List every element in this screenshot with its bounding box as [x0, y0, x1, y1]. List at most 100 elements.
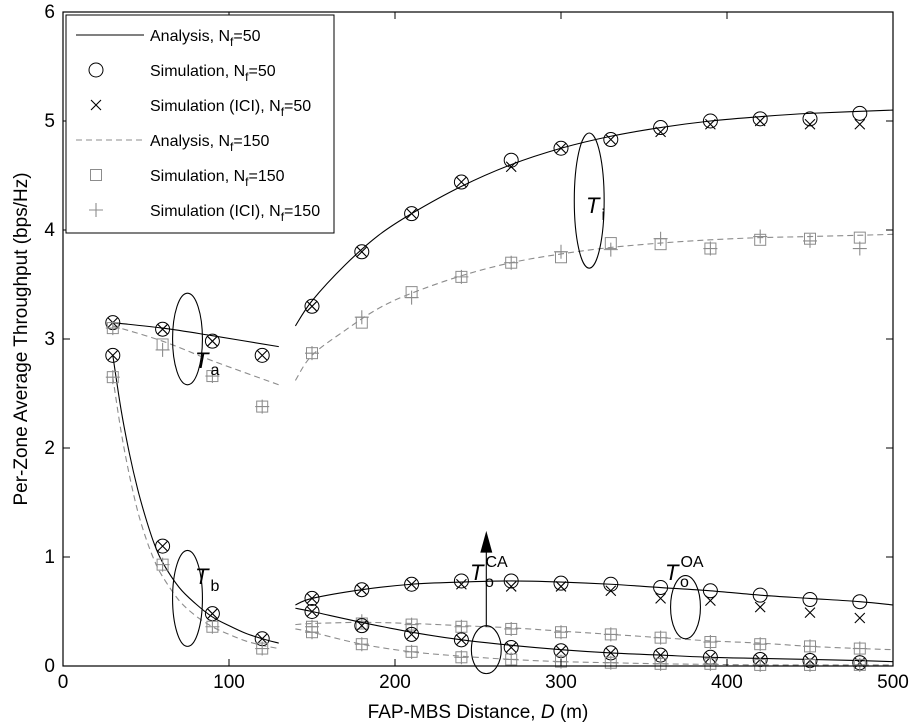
sim-ici-nf50-point: [705, 118, 716, 130]
sim-ici-nf50-point: [306, 300, 318, 312]
sim-nf50-point: [752, 111, 768, 127]
sim-nf50-point: [453, 174, 469, 190]
label-toca-sub: o: [485, 574, 494, 591]
sim-ici-nf50-point: [207, 608, 218, 620]
sim-ici-nf150-point: [155, 342, 170, 357]
legend-label: Simulation (ICI), Nf=150: [150, 203, 320, 224]
y-tick-label: 1: [44, 547, 55, 568]
sim-ici-nf50-point: [555, 645, 567, 657]
sim-nf50-point: [105, 347, 121, 363]
y-tick-label: 2: [44, 438, 55, 459]
sim-ici-nf50-point: [207, 335, 218, 347]
sim-ici-nf50-point: [406, 578, 417, 590]
sim-nf50-point: [702, 113, 718, 129]
sim-nf50-point: [404, 206, 420, 222]
sim-ici-nf150-point: [105, 321, 120, 336]
sim-ici-nf150-point: [205, 619, 220, 634]
sim-ici-nf150-point: [504, 621, 519, 636]
sim-ici-nf50-point: [605, 134, 617, 145]
sim-ici-nf50-point: [406, 629, 417, 640]
sim-ici-nf150-point: [703, 656, 718, 671]
sim-ici-nf50-point: [854, 118, 866, 130]
x-tick-label: 400: [711, 672, 743, 693]
sim-ici-nf50-point: [157, 540, 168, 552]
sim-ici-nf50-point: [754, 115, 766, 127]
sim-nf50-point: [752, 587, 768, 603]
sim-ici-nf50-point: [605, 647, 617, 659]
sim-ici-nf150-point: [653, 630, 668, 645]
sim-nf50-point: [304, 590, 320, 606]
sim-ici-nf50-point: [754, 601, 766, 613]
sim-ici-nf150-point: [105, 370, 120, 385]
zone-ta: [105, 315, 279, 414]
sim-ici-nf150-point: [255, 399, 270, 414]
sim-ici-nf50-point: [456, 578, 467, 590]
legend-label: Simulation, Nf=50: [150, 63, 276, 84]
sim-ici-nf50-point: [555, 142, 567, 154]
sim-ici-nf150-point: [305, 346, 319, 361]
sim-ici-nf50-point: [356, 584, 368, 596]
sim-ici-nf150-point: [354, 310, 369, 325]
legend-label: Simulation (ICI), Nf=50: [150, 98, 311, 119]
sim-ici-nf150-point: [255, 641, 270, 656]
sim-nf50-point: [304, 604, 320, 619]
sim-ici-nf50-point: [306, 606, 318, 617]
sim-ici-nf150-point: [803, 639, 817, 654]
sim-ici-nf50-point: [505, 581, 517, 592]
x-tick-label: 300: [545, 672, 577, 693]
sim-ici-nf150-point: [554, 244, 568, 259]
sim-ici-nf150-point: [753, 229, 768, 244]
sim-ici-nf50-point: [705, 595, 716, 606]
sim-ici-nf150-point: [803, 657, 817, 672]
sim-ici-nf50-point: [555, 581, 567, 592]
x-tick-label: 100: [213, 672, 245, 693]
legend-box: [65, 14, 335, 234]
sim-ici-nf150-point: [454, 619, 469, 634]
ellipse-ti: [573, 132, 605, 269]
sim-nf50-point: [453, 632, 469, 648]
sim-nf50-point: [354, 618, 370, 634]
sim-nf50-point: [204, 333, 220, 349]
sim-ici-nf150-point: [205, 369, 220, 384]
sim-ici-nf150-point: [504, 255, 519, 270]
sim-ici-nf150-point: [803, 233, 817, 248]
sim-nf50-point: [354, 582, 370, 598]
ellipse-ta: [172, 292, 203, 386]
ellipse-tb: [172, 549, 203, 647]
legend-item: Analysis, Nf=50: [76, 28, 261, 49]
sim-ici-nf150-point: [454, 269, 469, 284]
ellipse-tooa: [670, 574, 701, 640]
sim-nf50-point: [802, 592, 818, 608]
sim-ici-nf150-point: [603, 627, 618, 642]
sim-ici-nf150-point: [703, 241, 718, 256]
sim-ici-nf50-point: [505, 642, 517, 653]
zone-toca: [295, 604, 894, 672]
legend-item: Analysis, Nf=150: [76, 133, 270, 154]
sim-ici-nf150-point: [305, 625, 319, 640]
sim-ici-nf150-point: [404, 617, 419, 632]
sim-nf50-point: [304, 298, 320, 314]
x-tick-label: 0: [58, 672, 69, 693]
x-tick-label: 500: [877, 672, 909, 693]
legend-label: Simulation, Nf=150: [150, 168, 285, 189]
sim-ici-nf50-point: [256, 633, 268, 645]
y-tick-label: 3: [44, 329, 55, 350]
legend: Analysis, Nf=50 Simulation, Nf=50 Simulati…: [65, 14, 335, 234]
y-tick-label: 5: [44, 111, 55, 132]
legend-swatch-circle: [88, 62, 104, 78]
sim-ici-nf50-point: [456, 176, 467, 188]
sim-ici-nf150-point: [753, 637, 768, 652]
sim-ici-nf150-point: [603, 242, 618, 257]
sim-ici-nf50-point: [804, 118, 816, 130]
y-tick-label: 4: [44, 220, 55, 241]
sim-ici-nf50-point: [107, 349, 119, 361]
label-toca: T CA: [470, 554, 508, 585]
label-tooa: T OA: [665, 554, 704, 585]
analysis-nf50-line: [294, 109, 894, 327]
legend-swatch-plus: [89, 203, 103, 217]
sim-ici-nf50-point: [406, 208, 417, 220]
